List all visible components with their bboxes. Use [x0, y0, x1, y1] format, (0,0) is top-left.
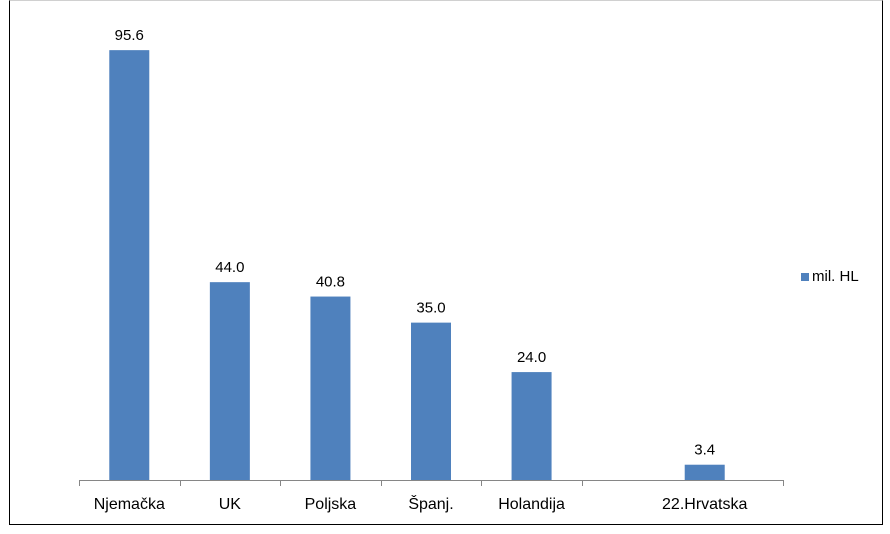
x-tick-label-3: Španj. [408, 494, 453, 513]
bar-0 [109, 50, 150, 480]
data-label-0: 95.6 [115, 27, 144, 44]
x-tick-label-6: 22.Hrvatska [662, 496, 747, 513]
data-label-6: 3.4 [694, 442, 715, 459]
data-label-1: 44.0 [215, 259, 244, 276]
x-tick-label-4: Holandija [498, 496, 565, 513]
x-tick-label-1: UK [219, 496, 242, 513]
bar-2 [310, 296, 351, 480]
bar-3 [411, 322, 451, 480]
x-tick-label-2: Poljska [305, 496, 357, 513]
legend: mil. HL [801, 268, 859, 285]
data-label-2: 40.8 [316, 274, 345, 291]
data-label-3: 35.0 [416, 300, 445, 317]
legend-label: mil. HL [812, 268, 859, 285]
legend-swatch [801, 272, 809, 281]
data-label-4: 24.0 [517, 349, 546, 366]
bar-4 [511, 372, 552, 480]
bar-1 [209, 282, 250, 480]
bar-6 [684, 464, 725, 480]
x-tick-label-0: Njemačka [94, 496, 165, 513]
